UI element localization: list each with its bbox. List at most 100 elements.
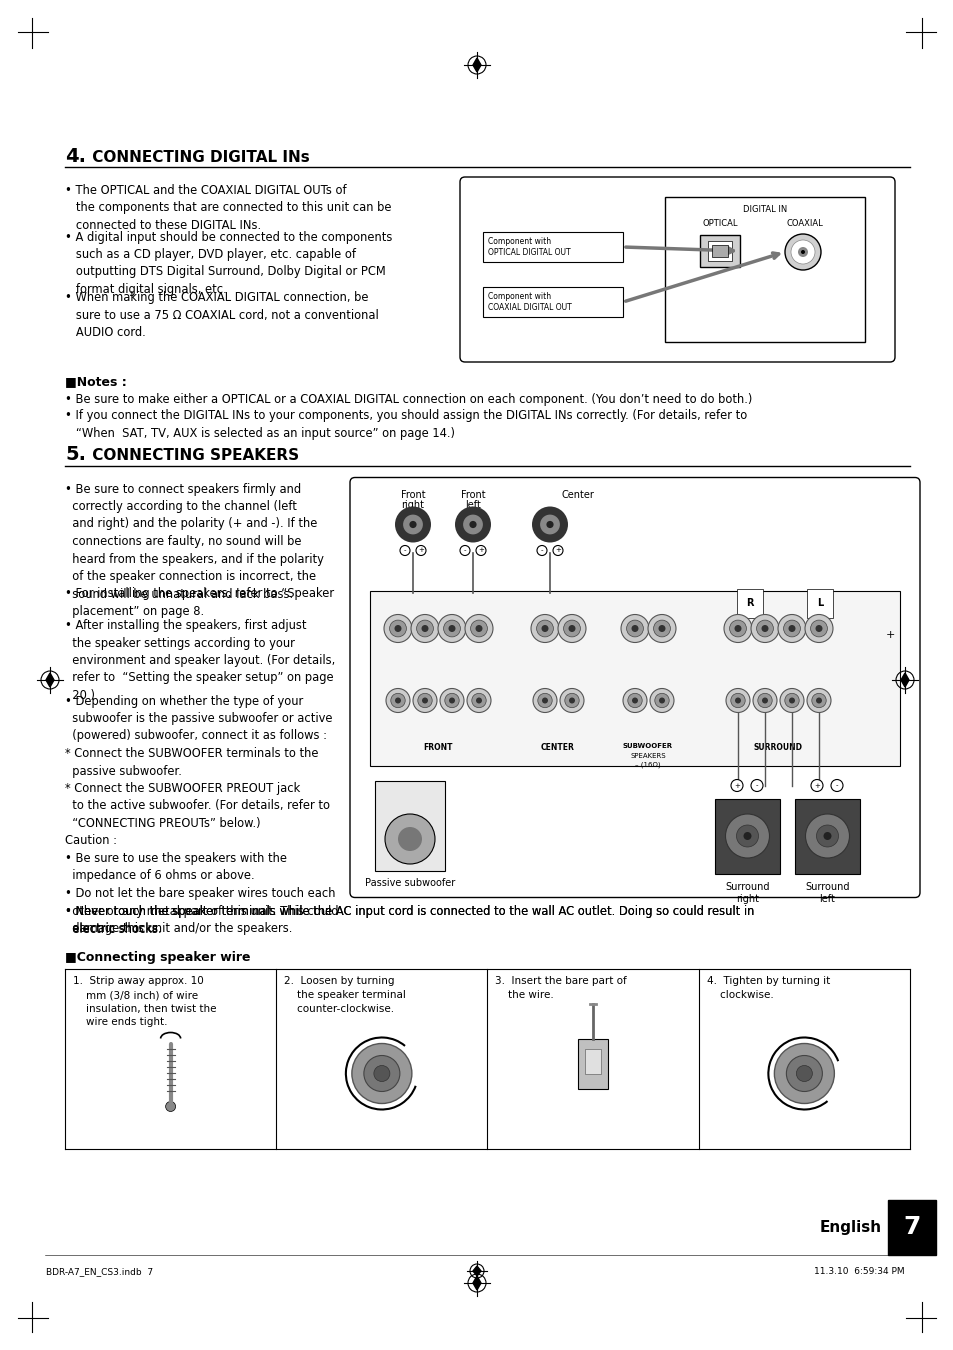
Bar	[482, 288, 622, 317]
Text: 5.: 5.	[65, 446, 86, 464]
Circle shape	[784, 234, 821, 270]
Circle shape	[830, 779, 842, 791]
Circle shape	[725, 688, 749, 713]
Polygon shape	[473, 1276, 480, 1291]
Text: left: left	[464, 500, 480, 509]
Text: CENTER: CENTER	[540, 744, 575, 752]
Text: +: +	[884, 630, 894, 640]
Bar	[370, 590, 899, 765]
Text: BDR-A7_EN_CS3.indb  7: BDR-A7_EN_CS3.indb 7	[46, 1268, 153, 1276]
Circle shape	[475, 625, 482, 632]
Circle shape	[389, 620, 406, 637]
Bar	[711, 244, 727, 256]
Bar	[482, 232, 622, 262]
Text: ■Notes :: ■Notes :	[65, 375, 127, 387]
Circle shape	[631, 625, 638, 632]
Text: • Be sure to make either a OPTICAL or a COAXIAL DIGITAL connection on each compo: • Be sure to make either a OPTICAL or a …	[65, 393, 752, 406]
Text: SURROUND: SURROUND	[753, 744, 801, 752]
Circle shape	[437, 614, 465, 643]
Circle shape	[778, 614, 805, 643]
Circle shape	[395, 506, 431, 543]
Circle shape	[730, 694, 744, 707]
Circle shape	[546, 521, 553, 528]
Circle shape	[723, 614, 751, 643]
Text: 4.: 4.	[65, 147, 86, 166]
Circle shape	[385, 814, 435, 864]
Text: Front: Front	[400, 490, 425, 501]
Circle shape	[810, 620, 826, 637]
Circle shape	[541, 698, 547, 703]
Polygon shape	[900, 674, 908, 687]
Text: • For installing the speakers, refer to “Speaker
  placement” on page 8.: • For installing the speakers, refer to …	[65, 587, 334, 617]
Circle shape	[391, 694, 405, 707]
Circle shape	[416, 620, 433, 637]
Circle shape	[395, 625, 401, 632]
Circle shape	[531, 614, 558, 643]
Circle shape	[811, 694, 825, 707]
Bar	[584, 1049, 600, 1073]
Circle shape	[363, 1056, 399, 1092]
Bar	[714, 798, 780, 873]
Polygon shape	[473, 58, 480, 72]
Circle shape	[439, 688, 463, 713]
Text: 4.  Tighten by turning it
    clockwise.: 4. Tighten by turning it clockwise.	[706, 976, 829, 1000]
Circle shape	[397, 828, 421, 850]
Circle shape	[443, 620, 460, 637]
Text: Front: Front	[460, 490, 485, 501]
Text: • After installing the speakers, first adjust
  the speaker settings according t: • After installing the speakers, first a…	[65, 620, 335, 702]
Circle shape	[724, 814, 769, 859]
Circle shape	[734, 625, 740, 632]
Text: -: -	[403, 548, 406, 554]
Text: • The OPTICAL and the COAXIAL DIGITAL OUTs of
   the components that are connect: • The OPTICAL and the COAXIAL DIGITAL OU…	[65, 184, 391, 232]
Circle shape	[448, 625, 455, 632]
Text: -: -	[463, 548, 466, 554]
Circle shape	[409, 521, 416, 528]
Circle shape	[784, 694, 799, 707]
Text: COAXIAL DIGITAL OUT: COAXIAL DIGITAL OUT	[488, 302, 571, 312]
Circle shape	[564, 694, 578, 707]
Text: -: -	[755, 783, 758, 788]
Text: OPTICAL DIGITAL OUT: OPTICAL DIGITAL OUT	[488, 248, 570, 256]
Polygon shape	[473, 1266, 480, 1276]
Circle shape	[563, 620, 579, 637]
Circle shape	[729, 620, 745, 637]
Circle shape	[810, 779, 822, 791]
Text: 11.3.10  6:59:34 PM: 11.3.10 6:59:34 PM	[814, 1268, 904, 1276]
Circle shape	[399, 545, 410, 555]
Text: Surround
left: Surround left	[804, 882, 849, 905]
Text: 3.  Insert the bare part of
    the wire.: 3. Insert the bare part of the wire.	[495, 976, 626, 1000]
Text: CONNECTING DIGITAL INs: CONNECTING DIGITAL INs	[87, 150, 310, 165]
Circle shape	[790, 240, 814, 265]
FancyBboxPatch shape	[459, 177, 894, 362]
Text: • A digital input should be connected to the components
   such as a CD player, : • A digital input should be connected to…	[65, 231, 392, 296]
Text: OPTICAL: OPTICAL	[701, 219, 737, 228]
Circle shape	[386, 688, 410, 713]
Circle shape	[627, 694, 641, 707]
Circle shape	[568, 698, 575, 703]
Circle shape	[417, 694, 432, 707]
Circle shape	[757, 694, 771, 707]
Circle shape	[752, 688, 776, 713]
Circle shape	[558, 614, 585, 643]
Circle shape	[622, 688, 646, 713]
Circle shape	[804, 814, 848, 859]
Circle shape	[533, 688, 557, 713]
Text: ■Connecting speaker wire: ■Connecting speaker wire	[65, 950, 251, 964]
Circle shape	[806, 688, 830, 713]
Circle shape	[444, 694, 458, 707]
Text: Surround
right: Surround right	[724, 882, 769, 905]
Circle shape	[815, 625, 821, 632]
Circle shape	[658, 625, 665, 632]
Circle shape	[801, 250, 804, 254]
Circle shape	[537, 545, 546, 555]
Circle shape	[804, 614, 832, 643]
Circle shape	[403, 514, 422, 535]
Circle shape	[559, 688, 583, 713]
Circle shape	[472, 694, 486, 707]
Circle shape	[464, 614, 493, 643]
Text: • Be sure to connect speakers firmly and
  correctly according to the channel (l: • Be sure to connect speakers firmly and…	[65, 482, 323, 601]
Circle shape	[649, 688, 673, 713]
Bar	[578, 1038, 607, 1088]
Text: +: +	[477, 548, 483, 554]
Circle shape	[469, 521, 476, 528]
